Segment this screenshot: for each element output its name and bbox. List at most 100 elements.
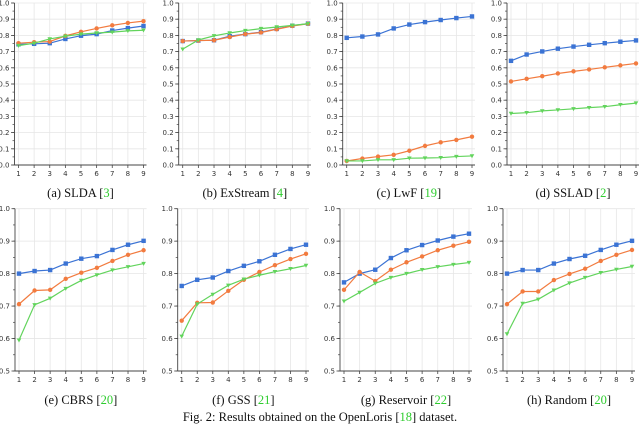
caption-text: ] [436,186,442,200]
caption-text: (h) Random [ [526,393,595,407]
data-point-circle [388,267,394,272]
data-point-triangle [226,283,231,288]
data-point-circle [419,254,425,259]
subplot-caption: (d) SSLAD [2] [535,186,610,201]
x-tick-label: 6 [583,376,588,384]
x-tick-label: 3 [536,376,540,384]
subplot: 0.5 0.6 0.7 0.8 0.9 1.0 1 2 3 4 5 6 7 8 9 [324,205,472,384]
caption-text: (f) GSS [ [212,393,258,407]
data-point-square [388,255,394,261]
data-point-triangle [451,262,456,267]
citation-link[interactable]: 4 [276,186,284,200]
data-point-square [466,231,472,236]
data-point-square [633,38,639,43]
data-point-square [141,238,146,244]
x-tick-label: 9 [470,170,474,178]
y-tick-label: 0.7 [327,48,338,56]
x-tick-label: 5 [571,170,575,178]
x-tick-label: 9 [306,170,310,178]
y-tick-label: 0.0 [0,162,10,170]
data-point-circle [303,251,309,257]
subplot-caption: (f) GSS [21] [212,393,275,408]
data-point-circle [227,34,232,40]
data-point-square [508,58,514,64]
y-tick-label: 0.9 [491,16,502,24]
y-tick-label: 1.0 [491,0,502,8]
data-point-square [47,267,53,273]
citation-link[interactable]: 3 [103,186,110,200]
caption-text: ] [270,393,275,407]
x-tick-label: 1 [344,170,348,178]
x-tick-label: 9 [304,376,308,384]
x-tick-label: 2 [195,376,199,384]
x-tick-label: 7 [110,376,114,384]
data-point-circle [508,79,514,84]
data-point-triangle [94,273,100,278]
citation-link[interactable]: 19 [424,186,437,200]
data-point-triangle [375,158,381,163]
y-tick-label: 0.0 [163,162,174,170]
y-tick-label: 0.9 [0,16,10,24]
data-point-triangle [257,273,262,278]
x-tick-label: 6 [420,376,425,384]
subplot: 0.0 0.1 0.2 0.3 0.4 0.5 0.6 0.7 0.8 0.9 1.0 1 2 3 4 5 6 7… [327,0,475,178]
data-point-triangle [435,265,441,270]
citation-link[interactable]: 22 [434,393,447,407]
x-tick-label: 6 [95,376,100,384]
data-point-circle [598,258,603,264]
data-point-square [79,256,84,261]
data-point-triangle [372,281,378,286]
data-point-circle [125,20,131,26]
y-tick-label: 0.8 [0,32,10,40]
data-point-circle [629,247,635,253]
data-point-square [63,36,68,42]
citation-link[interactable]: 20 [100,393,114,407]
y-tick-label: 0.8 [324,270,335,278]
data-point-triangle [633,101,639,106]
data-point-square [141,23,146,29]
x-tick-label: 7 [110,170,114,178]
data-point-triangle [211,34,217,39]
y-tick-label: 0.8 [327,32,338,40]
data-point-triangle [388,275,394,280]
data-point-triangle [344,159,349,164]
data-point-square [629,238,635,244]
data-point-triangle [586,105,592,110]
data-point-triangle [63,34,68,39]
y-tick-label: 0.8 [163,32,174,40]
y-tick-label: 1.0 [162,205,173,213]
data-point-triangle [141,28,146,33]
data-point-triangle [16,43,21,48]
citation-link[interactable]: 21 [257,393,271,407]
data-point-circle [210,300,215,305]
x-tick-label: 1 [509,170,513,178]
x-tick-label: 5 [79,376,83,384]
data-point-triangle [210,292,216,297]
subplot-caption: (e) CBRS [20] [44,393,117,408]
data-point-triangle [555,108,561,113]
x-tick-label: 8 [451,376,455,384]
data-point-square [375,32,381,37]
y-tick-label: 0.3 [491,113,502,121]
y-tick-label: 0.1 [163,145,174,153]
data-point-square [404,248,409,253]
data-point-circle [179,318,184,323]
data-point-square [272,252,278,257]
data-point-circle [94,265,100,270]
citation-link[interactable]: 20 [594,393,607,407]
x-tick-label: 5 [243,170,247,178]
y-tick-label: 0.2 [491,129,502,137]
data-point-triangle [614,267,619,272]
citation-link[interactable]: 18 [399,410,413,424]
subplot-caption: (h) Random [20] [527,393,611,408]
citation-link[interactable]: 2 [600,186,607,200]
data-point-circle [258,30,264,35]
data-point-circle [79,270,84,275]
data-point-triangle [258,26,264,31]
subplot: 0.5 0.6 0.7 0.8 0.9 1.0 1 2 3 4 5 6 7 8 9 [162,205,309,384]
y-tick-label: 0.1 [327,145,338,153]
y-tick-label: 0.0 [491,162,502,170]
data-point-triangle [79,278,84,283]
y-tick-label: 0.6 [0,335,11,343]
x-tick-label: 7 [436,376,440,384]
